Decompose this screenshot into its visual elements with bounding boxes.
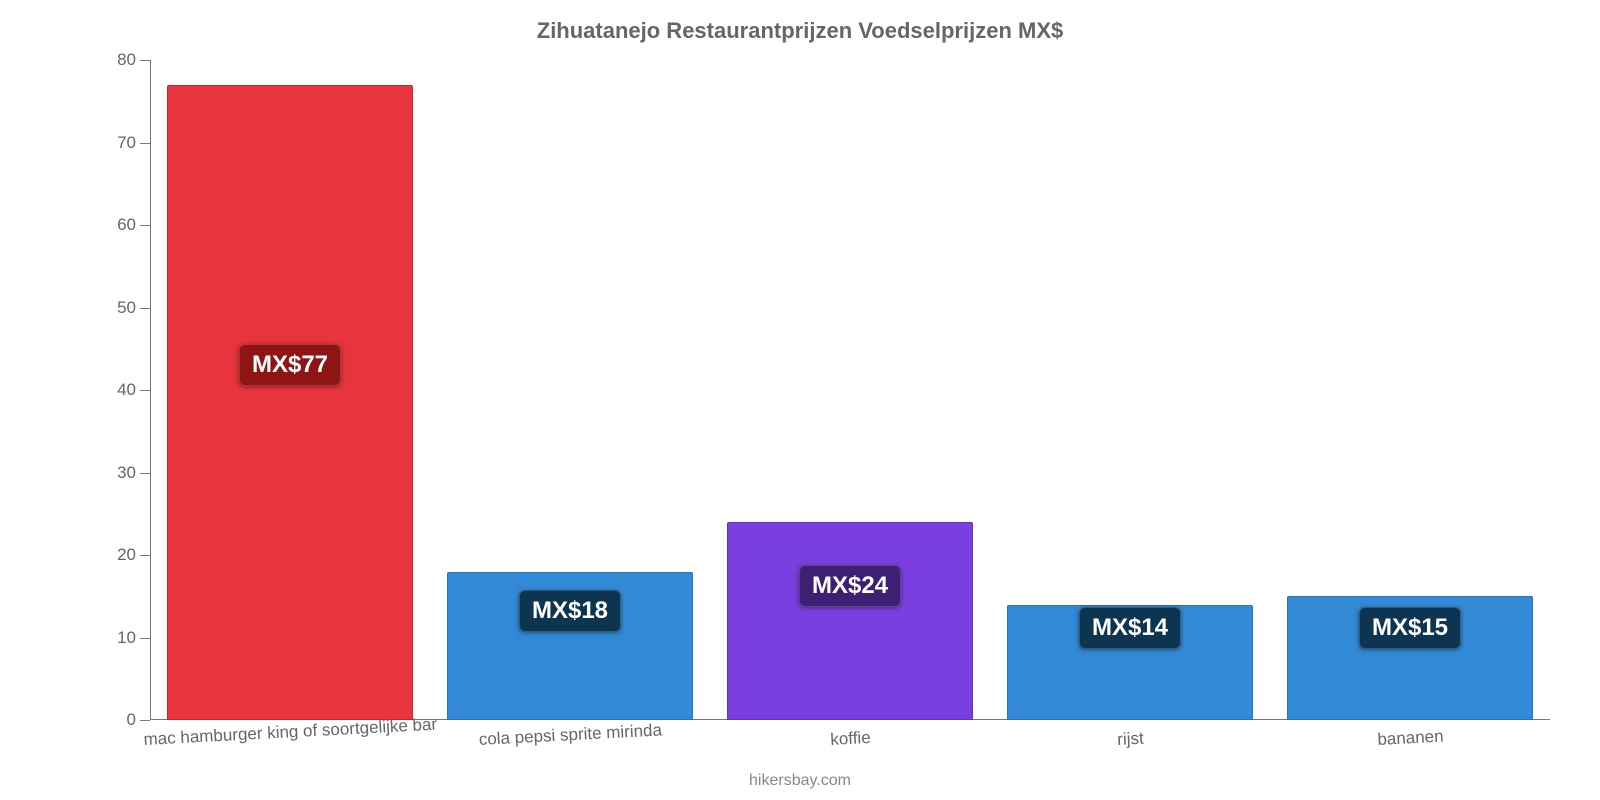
y-tick: [140, 308, 150, 309]
value-badge: MX$15: [1359, 607, 1461, 649]
y-tick-label: 60: [117, 215, 136, 235]
y-tick: [140, 390, 150, 391]
y-tick-label: 80: [117, 50, 136, 70]
x-category-label: koffie: [830, 728, 871, 750]
price-bar-chart: Zihuatanejo Restaurantprijzen Voedselpri…: [0, 0, 1600, 800]
y-tick: [140, 720, 150, 721]
y-tick-label: 0: [127, 710, 136, 730]
y-tick-label: 10: [117, 628, 136, 648]
value-badge: MX$14: [1079, 607, 1181, 649]
y-tick: [140, 555, 150, 556]
y-tick: [140, 225, 150, 226]
y-tick: [140, 638, 150, 639]
y-tick-label: 20: [117, 545, 136, 565]
credit-text: hikersbay.com: [0, 772, 1600, 790]
y-tick-label: 50: [117, 298, 136, 318]
y-tick-label: 70: [117, 133, 136, 153]
chart-title: Zihuatanejo Restaurantprijzen Voedselpri…: [0, 18, 1600, 44]
value-badge: MX$24: [799, 565, 901, 607]
bar: [167, 85, 413, 720]
x-category-label: cola pepsi sprite mirinda: [478, 720, 662, 750]
x-category-label: rijst: [1117, 729, 1144, 750]
x-category-label: bananen: [1377, 727, 1444, 750]
y-tick: [140, 60, 150, 61]
y-tick: [140, 143, 150, 144]
y-tick-label: 40: [117, 380, 136, 400]
y-tick: [140, 473, 150, 474]
plot-area: MX$77MX$18MX$24MX$14MX$15 01020304050607…: [150, 60, 1550, 720]
value-badge: MX$77: [239, 344, 341, 386]
value-badge: MX$18: [519, 590, 621, 632]
bars-container: MX$77 MX$18 MX$24 MX$14 MX$15: [150, 60, 1550, 720]
bar: [727, 522, 973, 720]
y-tick-label: 30: [117, 463, 136, 483]
